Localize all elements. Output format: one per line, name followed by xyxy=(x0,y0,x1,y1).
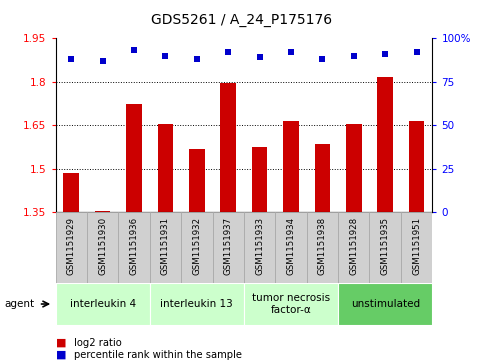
Bar xyxy=(244,283,338,325)
Bar xyxy=(409,121,425,212)
Text: unstimulated: unstimulated xyxy=(351,299,420,309)
Text: GSM1151935: GSM1151935 xyxy=(381,217,390,275)
Text: percentile rank within the sample: percentile rank within the sample xyxy=(74,350,242,360)
Bar xyxy=(87,212,118,283)
Text: GSM1151930: GSM1151930 xyxy=(98,217,107,275)
Text: GSM1151929: GSM1151929 xyxy=(67,217,76,274)
Bar xyxy=(338,283,432,325)
Bar xyxy=(56,283,150,325)
Text: interleukin 13: interleukin 13 xyxy=(160,299,233,309)
Bar xyxy=(346,124,362,212)
Bar xyxy=(283,121,299,212)
Bar xyxy=(181,212,213,283)
Bar xyxy=(338,212,369,283)
Bar xyxy=(157,124,173,212)
Bar xyxy=(369,212,401,283)
Bar xyxy=(126,104,142,212)
Point xyxy=(412,49,420,55)
Bar xyxy=(95,211,111,212)
Text: GSM1151951: GSM1151951 xyxy=(412,217,421,275)
Bar xyxy=(252,147,268,212)
Bar xyxy=(56,212,87,283)
Point xyxy=(99,58,107,64)
Text: ■: ■ xyxy=(56,350,66,360)
Text: GSM1151932: GSM1151932 xyxy=(192,217,201,275)
Text: GSM1151928: GSM1151928 xyxy=(349,217,358,275)
Text: GSM1151934: GSM1151934 xyxy=(286,217,296,275)
Bar xyxy=(189,149,205,212)
Point xyxy=(161,53,170,58)
Text: log2 ratio: log2 ratio xyxy=(74,338,122,348)
Bar xyxy=(63,172,79,212)
Point xyxy=(256,54,264,60)
Text: GSM1151933: GSM1151933 xyxy=(255,217,264,275)
Point xyxy=(319,56,327,62)
Bar xyxy=(213,212,244,283)
Text: GDS5261 / A_24_P175176: GDS5261 / A_24_P175176 xyxy=(151,13,332,27)
Bar xyxy=(314,144,330,212)
Bar xyxy=(307,212,338,283)
Text: GSM1151937: GSM1151937 xyxy=(224,217,233,275)
Bar xyxy=(244,212,275,283)
Text: GSM1151936: GSM1151936 xyxy=(129,217,139,275)
Point xyxy=(350,53,357,58)
Point xyxy=(382,51,389,57)
Bar xyxy=(220,83,236,212)
Text: tumor necrosis
factor-α: tumor necrosis factor-α xyxy=(252,293,330,315)
Text: GSM1151938: GSM1151938 xyxy=(318,217,327,275)
Bar xyxy=(150,212,181,283)
Bar xyxy=(401,212,432,283)
Text: interleukin 4: interleukin 4 xyxy=(70,299,136,309)
Point xyxy=(287,49,295,55)
Point xyxy=(224,49,232,55)
Bar xyxy=(150,283,244,325)
Bar xyxy=(118,212,150,283)
Bar xyxy=(275,212,307,283)
Text: GSM1151931: GSM1151931 xyxy=(161,217,170,275)
Point xyxy=(68,56,75,62)
Point xyxy=(130,48,138,53)
Text: agent: agent xyxy=(5,299,35,309)
Point xyxy=(193,56,201,62)
Bar xyxy=(377,77,393,212)
Text: ■: ■ xyxy=(56,338,66,348)
